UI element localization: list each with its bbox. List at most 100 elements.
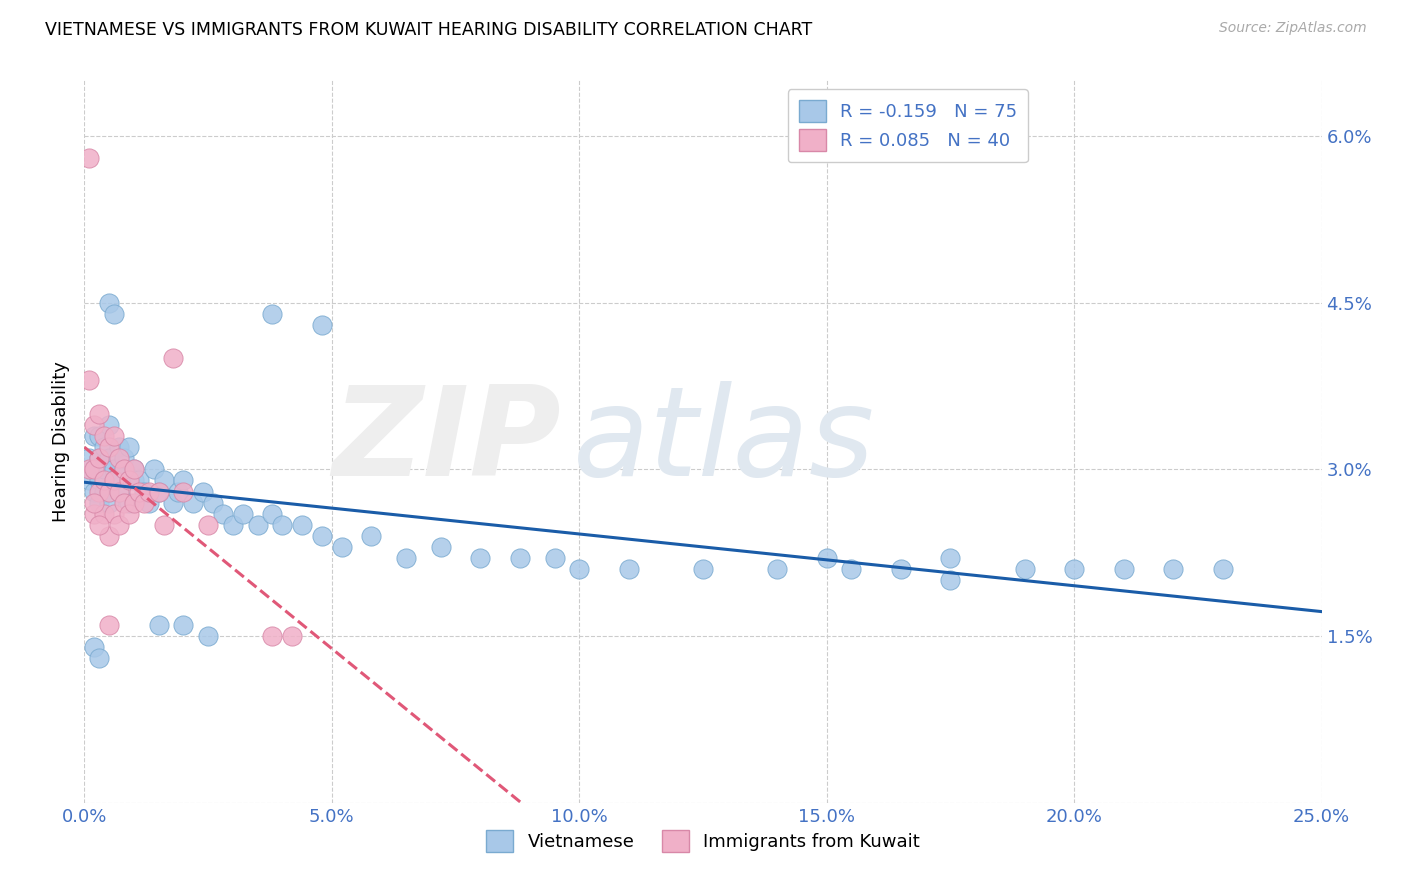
Point: [83, 640, 105, 655]
Point: [138, 496, 160, 510]
Point: [132, 496, 155, 510]
Point: [172, 484, 194, 499]
Point: [112, 496, 135, 510]
Point: [262, 507, 284, 521]
Point: [98, 484, 121, 499]
Point: [89, 484, 111, 499]
Point: [311, 318, 333, 332]
Point: [79, 474, 101, 488]
Point: [1014, 562, 1036, 576]
Point: [103, 507, 125, 521]
Point: [162, 351, 184, 366]
Point: [93, 440, 115, 454]
Point: [93, 429, 115, 443]
Point: [108, 440, 131, 454]
Point: [172, 618, 194, 632]
Point: [83, 429, 105, 443]
Point: [1212, 562, 1234, 576]
Point: [311, 529, 333, 543]
Point: [841, 562, 863, 576]
Point: [122, 462, 145, 476]
Point: [103, 462, 125, 476]
Point: [79, 451, 101, 466]
Point: [118, 474, 141, 488]
Point: [291, 517, 314, 532]
Point: [148, 484, 170, 499]
Point: [98, 417, 121, 432]
Point: [112, 451, 135, 466]
Point: [93, 484, 115, 499]
Point: [122, 462, 145, 476]
Point: [360, 529, 382, 543]
Point: [197, 629, 219, 643]
Point: [181, 496, 204, 510]
Point: [83, 462, 105, 476]
Text: atlas: atlas: [574, 381, 875, 502]
Point: [93, 507, 115, 521]
Point: [89, 407, 111, 421]
Point: [108, 517, 131, 532]
Point: [281, 629, 304, 643]
Point: [138, 484, 160, 499]
Point: [122, 474, 145, 488]
Point: [118, 440, 141, 454]
Point: [89, 651, 111, 665]
Point: [142, 462, 165, 476]
Point: [152, 474, 174, 488]
Point: [83, 417, 105, 432]
Point: [172, 474, 194, 488]
Point: [262, 629, 284, 643]
Point: [128, 484, 150, 499]
Point: [692, 562, 714, 576]
Point: [1161, 562, 1184, 576]
Point: [98, 451, 121, 466]
Point: [93, 474, 115, 488]
Point: [246, 517, 269, 532]
Point: [79, 151, 101, 165]
Point: [89, 474, 111, 488]
Point: [202, 496, 225, 510]
Point: [939, 574, 962, 588]
Point: [108, 484, 131, 499]
Point: [1112, 562, 1135, 576]
Point: [118, 507, 141, 521]
Point: [98, 496, 121, 510]
Point: [617, 562, 640, 576]
Point: [103, 429, 125, 443]
Point: [197, 517, 219, 532]
Point: [152, 517, 174, 532]
Text: VIETNAMESE VS IMMIGRANTS FROM KUWAIT HEARING DISABILITY CORRELATION CHART: VIETNAMESE VS IMMIGRANTS FROM KUWAIT HEA…: [45, 21, 813, 39]
Point: [148, 618, 170, 632]
Point: [167, 484, 190, 499]
Point: [395, 551, 418, 566]
Point: [509, 551, 531, 566]
Point: [815, 551, 838, 566]
Point: [83, 462, 105, 476]
Point: [98, 440, 121, 454]
Point: [103, 474, 125, 488]
Point: [93, 462, 115, 476]
Point: [766, 562, 789, 576]
Point: [939, 551, 962, 566]
Point: [118, 496, 141, 510]
Point: [232, 507, 254, 521]
Point: [212, 507, 235, 521]
Point: [470, 551, 492, 566]
Point: [89, 429, 111, 443]
Point: [271, 517, 294, 532]
Point: [108, 484, 131, 499]
Point: [98, 295, 121, 310]
Point: [330, 540, 353, 554]
Legend: Vietnamese, Immigrants from Kuwait: Vietnamese, Immigrants from Kuwait: [479, 822, 927, 859]
Point: [112, 462, 135, 476]
Point: [103, 307, 125, 321]
Point: [162, 496, 184, 510]
Point: [98, 618, 121, 632]
Point: [543, 551, 565, 566]
Point: [108, 451, 131, 466]
Point: [148, 484, 170, 499]
Point: [128, 474, 150, 488]
Point: [79, 373, 101, 387]
Point: [83, 484, 105, 499]
Point: [103, 474, 125, 488]
